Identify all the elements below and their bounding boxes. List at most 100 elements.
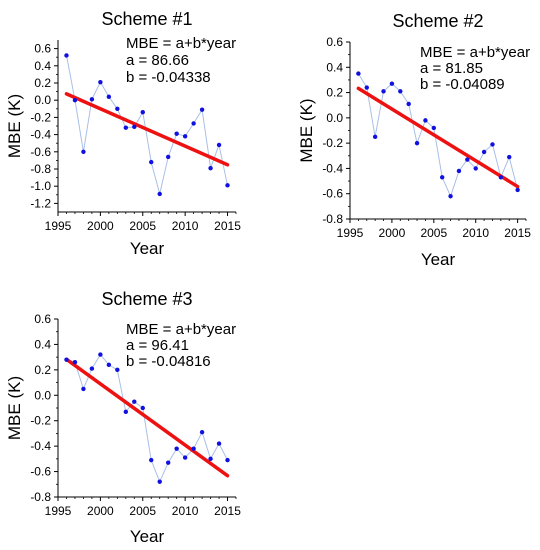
fit-annotation-line: a = 86.66 — [126, 52, 189, 69]
data-point — [465, 157, 470, 162]
data-point — [208, 165, 213, 171]
data-point — [174, 131, 179, 136]
data-point — [89, 97, 95, 102]
chart-panel-scheme-1: Scheme #1 1995 2000 2005 2010 2015 0.6 0.4 0.2 0.… — [5, 9, 241, 258]
y-tick-label: -0.6 — [30, 465, 51, 479]
fit-annotation-line: b = -0.04338 — [126, 69, 211, 86]
data-point — [106, 362, 112, 367]
data-point — [72, 360, 78, 365]
y-tick-label: -0.4 — [30, 439, 51, 453]
y-tick-label: 0.2 — [34, 76, 51, 90]
fit-annotation-line: b = -0.04816 — [126, 353, 211, 370]
x-axis-label: Year — [421, 250, 456, 269]
regression-line — [356, 86, 520, 189]
fit-annotation-line: a = 96.41 — [126, 337, 189, 354]
x-tick-label: 2000 — [379, 226, 406, 240]
data-point — [381, 89, 386, 94]
y-axis-label: MBE (K) — [297, 98, 316, 162]
data-point — [507, 154, 512, 160]
chart-title: Scheme #2 — [392, 11, 483, 31]
data-point — [216, 142, 222, 148]
y-tick-label: -1.0 — [30, 179, 51, 193]
data-point — [72, 98, 78, 103]
y-tick-label: 0.6 — [326, 35, 343, 49]
data-point — [132, 124, 137, 130]
y-tick-label: -0.6 — [322, 187, 343, 201]
y-tick-label: 0.0 — [34, 388, 51, 402]
data-point — [132, 399, 137, 404]
data-point — [64, 53, 69, 58]
x-tick-label: 1995 — [45, 504, 72, 518]
data-point — [490, 142, 495, 147]
chart-title: Scheme #1 — [101, 9, 192, 29]
data-point — [123, 125, 129, 130]
data-point — [98, 352, 103, 357]
x-axis-label: Year — [130, 239, 165, 258]
x-axis-label: Year — [130, 527, 165, 546]
chart-panel-scheme-3: Scheme #3 1995 2000 2005 2010 2015 0.6 0.4 0.2 0.… — [5, 289, 241, 546]
data-point — [165, 154, 171, 160]
y-tick-label: -1.2 — [30, 196, 51, 210]
x-tick-label: 2010 — [172, 504, 199, 518]
fit-annotation-line: a = 81.85 — [420, 60, 483, 77]
y-tick-label: 0.2 — [326, 86, 343, 100]
x-tick-label: 2015 — [214, 219, 241, 233]
data-point — [157, 191, 162, 197]
fit-annotation-line: MBE = a+b*year — [420, 44, 530, 61]
data-point — [431, 125, 437, 131]
y-tick-label: -0.2 — [322, 136, 343, 150]
data-point — [481, 149, 487, 155]
data-point — [356, 71, 361, 76]
data-point — [81, 149, 86, 154]
x-tick-label: 2005 — [129, 504, 156, 518]
x-tick-label: 2015 — [504, 226, 531, 240]
data-point — [182, 455, 188, 460]
data-point — [199, 107, 205, 112]
data-point — [115, 367, 120, 373]
data-point — [157, 479, 162, 484]
y-tick-label: -0.8 — [30, 490, 51, 504]
data-point — [89, 366, 95, 371]
data-point — [64, 357, 69, 362]
data-point — [106, 94, 112, 99]
data-point — [182, 134, 188, 139]
series-connector-line — [66, 353, 228, 483]
data-point — [208, 456, 213, 462]
data-point — [115, 106, 120, 112]
x-tick-label: 2015 — [214, 504, 241, 518]
data-point — [81, 386, 86, 392]
data-point — [364, 85, 369, 90]
data-point — [216, 441, 222, 446]
regression-line — [64, 357, 230, 478]
data-point — [498, 175, 504, 180]
y-tick-label: 0.0 — [326, 111, 343, 125]
data-point — [98, 79, 103, 85]
y-tick-label: -0.6 — [30, 145, 51, 159]
series-connector-line — [66, 55, 228, 195]
y-tick-label: 0.4 — [34, 337, 51, 351]
chart-title: Scheme #3 — [101, 289, 192, 309]
x-tick-label: 2005 — [129, 219, 156, 233]
regression-line — [64, 92, 230, 167]
data-point — [439, 175, 445, 180]
data-point — [225, 457, 230, 463]
data-point — [389, 81, 395, 86]
data-point — [191, 121, 196, 126]
x-tick-label: 2000 — [87, 219, 114, 233]
data-point — [174, 446, 179, 451]
data-point — [140, 405, 145, 411]
y-tick-label: -0.4 — [30, 128, 51, 142]
data-point — [140, 110, 145, 115]
y-tick-label: -0.2 — [30, 414, 51, 428]
data-point — [515, 187, 520, 193]
y-tick-label: 0.6 — [34, 312, 51, 326]
fit-annotation-line: b = -0.04089 — [420, 76, 505, 93]
x-tick-label: 1995 — [337, 226, 364, 240]
y-axis-label: MBE (K) — [5, 94, 24, 158]
data-point — [123, 409, 129, 415]
data-point — [473, 166, 478, 171]
x-tick-label: 2000 — [87, 504, 114, 518]
y-tick-label: 0.4 — [326, 60, 343, 74]
data-point — [149, 159, 154, 165]
